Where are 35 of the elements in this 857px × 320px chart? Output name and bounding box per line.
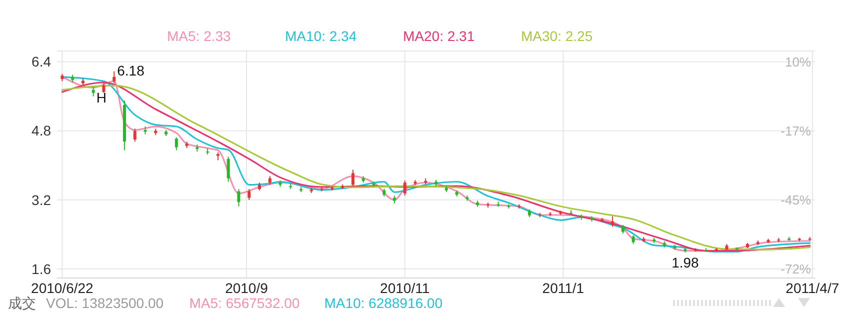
candlestick: [133, 128, 136, 142]
text: MA10: 6288916.00: [324, 295, 443, 311]
candlestick: [92, 86, 95, 97]
candlestick: [248, 188, 251, 200]
y-tick-label: 1.6: [32, 260, 52, 277]
y-tick-label: 4.8: [32, 122, 52, 139]
candlestick: [403, 180, 406, 196]
candlestick: [112, 70, 116, 84]
annotation: H: [96, 90, 106, 106]
y-tick-label: 3.2: [32, 192, 52, 208]
x-tick-label: 2011/4/7: [786, 280, 840, 296]
x-tick-label: 2010/11: [380, 280, 430, 296]
y2-tick-label: -17%: [780, 123, 812, 138]
text: MA5: 2.33: [167, 28, 232, 44]
text: VOL: 13823500.00: [46, 295, 164, 311]
y2-tick-label: 10%: [784, 54, 812, 70]
text: 成交: [8, 295, 36, 311]
candlestick: [174, 136, 178, 151]
y2-tick-label: -72%: [780, 262, 812, 277]
y-tick-label: 6.4: [32, 54, 52, 70]
candlestick: [102, 82, 106, 94]
candlestick: [611, 216, 614, 228]
x-tick-label: 2010/9: [225, 280, 268, 296]
annotation: 1.98: [672, 254, 700, 271]
text: MA5: 6567532.00: [189, 295, 300, 311]
candlestick: [351, 169, 354, 187]
annotation: 6.18: [117, 62, 145, 78]
candlestick: [226, 156, 230, 182]
x-tick-label: 2010/6/22: [31, 280, 94, 296]
text: MA10: 2.34: [285, 28, 357, 44]
text: MA30: 2.25: [521, 28, 593, 44]
x-tick-label: 2011/1: [542, 280, 584, 296]
y2-tick-label: -45%: [780, 192, 812, 208]
candlestick: [237, 188, 240, 207]
text: MA20: 2.31: [403, 28, 475, 44]
